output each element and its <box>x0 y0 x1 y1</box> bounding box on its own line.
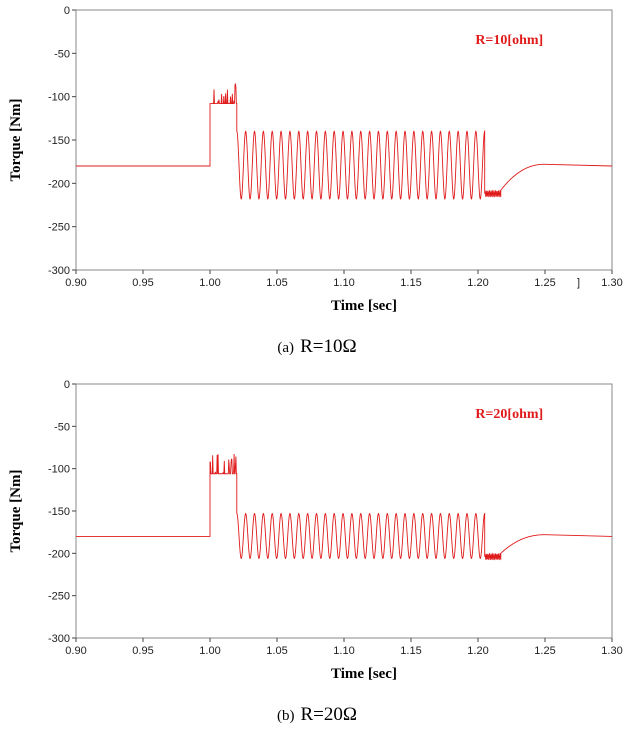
torque-series-line <box>76 454 613 561</box>
caption-text: R=20Ω <box>300 704 357 725</box>
x-tick-label: 1.05 <box>266 277 287 289</box>
x-tick-label: 1.20 <box>467 645 488 657</box>
y-tick-label: 0 <box>64 5 70 17</box>
x-tick-label: 0.95 <box>132 277 153 289</box>
torque-series-line <box>76 83 613 200</box>
y-tick-label: -150 <box>48 506 70 518</box>
caption-letter: (a) <box>277 340 295 356</box>
plot-frame <box>75 383 613 639</box>
y-axis-title: Torque [Nm] <box>8 99 24 182</box>
x-tick-label: 1.15 <box>400 645 421 657</box>
y-tick-label: -200 <box>48 178 70 190</box>
x-tick-label: 0.95 <box>132 645 153 657</box>
y-tick-label: -250 <box>48 591 70 603</box>
x-tick-label: 1.10 <box>333 645 354 657</box>
x-tick-label: 1.25 <box>534 277 555 289</box>
y-axis-title: Torque [Nm] <box>8 470 24 553</box>
y-tick-label: -250 <box>48 222 70 234</box>
x-tick-label: 1.20 <box>467 277 488 289</box>
resistance-annotation: R=20[ohm] <box>475 407 543 422</box>
y-tick-label: -100 <box>48 92 70 104</box>
caption-letter: (b) <box>276 708 295 724</box>
x-tick-label: 0.90 <box>65 277 86 289</box>
x-tick-label: 1.30 <box>601 645 622 657</box>
caption-b: (b) R=20Ω <box>0 704 634 726</box>
x-tick-label: 1.15 <box>400 277 421 289</box>
resistance-annotation: R=10[ohm] <box>475 33 543 48</box>
y-tick-label: -300 <box>48 633 70 645</box>
x-tick-label: 1.30 <box>601 277 622 289</box>
chart-panel-b: 0 -50 -100 -150 -200 -250 -300 0.90 0.95 1.00 1.05… <box>0 366 634 732</box>
y-tick-label: 0 <box>64 379 70 391</box>
x-axis-title: Time [sec] <box>331 298 397 314</box>
x-tick-label: 1.10 <box>333 277 354 289</box>
y-tick-label: -50 <box>54 421 70 433</box>
caption-a: (a) R=10Ω <box>0 336 634 358</box>
stray-mark: ] <box>577 277 580 289</box>
y-tick-label: -300 <box>48 265 70 277</box>
x-axis-title: Time [sec] <box>331 666 397 682</box>
y-tick-label: -100 <box>48 464 70 476</box>
y-tick-label: -150 <box>48 135 70 147</box>
x-tick-label: 1.00 <box>199 645 220 657</box>
caption-text: R=10Ω <box>300 336 357 357</box>
x-tick-label: 1.05 <box>266 645 287 657</box>
chart-panel-a: 0 -50 -100 -150 -200 -250 -300 0.90 0.95 1.00 1.05… <box>0 5 634 358</box>
x-tick-label: 1.00 <box>199 277 220 289</box>
y-tick-label: -50 <box>54 48 70 60</box>
x-tick-label: 0.90 <box>65 645 86 657</box>
x-tick-label: 1.25 <box>534 645 555 657</box>
y-tick-label: -200 <box>48 548 70 560</box>
